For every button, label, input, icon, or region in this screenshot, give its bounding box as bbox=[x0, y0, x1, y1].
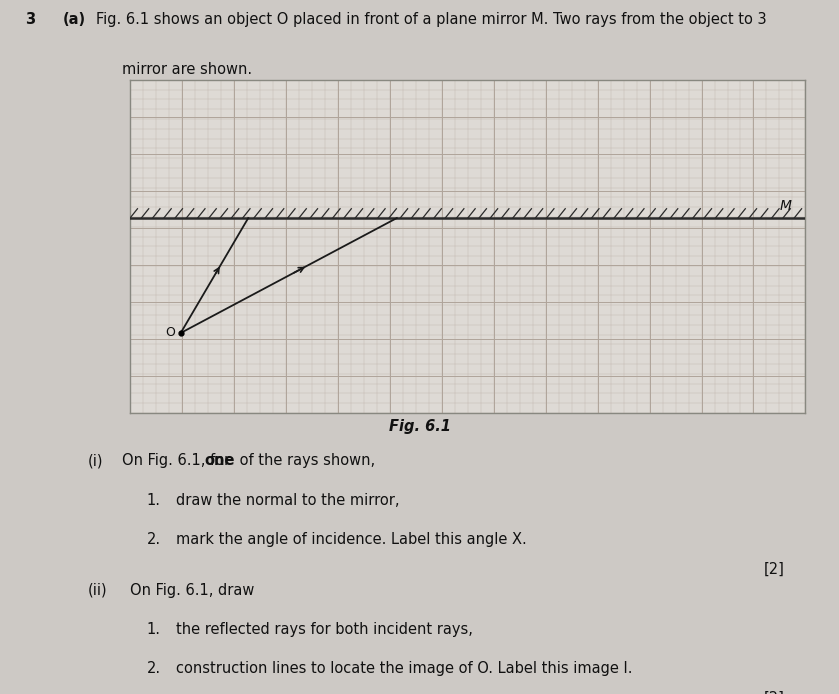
Text: Fig. 6.1: Fig. 6.1 bbox=[388, 419, 451, 434]
Text: [2]: [2] bbox=[763, 691, 784, 694]
Text: one: one bbox=[204, 453, 234, 468]
Text: 2.: 2. bbox=[147, 532, 161, 547]
Text: draw the normal to the mirror,: draw the normal to the mirror, bbox=[176, 493, 399, 507]
Text: 1.: 1. bbox=[147, 493, 161, 507]
Text: [2]: [2] bbox=[763, 561, 784, 576]
Text: O: O bbox=[165, 326, 175, 339]
Text: (ii): (ii) bbox=[88, 583, 107, 598]
Text: the reflected rays for both incident rays,: the reflected rays for both incident ray… bbox=[176, 623, 473, 637]
Text: Fig. 6.1 shows an object O placed in front of a plane mirror M. Two rays from th: Fig. 6.1 shows an object O placed in fro… bbox=[96, 12, 767, 28]
Text: On Fig. 6.1, draw: On Fig. 6.1, draw bbox=[130, 583, 254, 598]
Text: 1.: 1. bbox=[147, 623, 161, 637]
Text: mirror are shown.: mirror are shown. bbox=[122, 62, 252, 78]
Text: (a): (a) bbox=[63, 12, 86, 28]
Text: of the rays shown,: of the rays shown, bbox=[235, 453, 375, 468]
Text: M: M bbox=[779, 199, 792, 213]
Text: mark the angle of incidence. Label this angle X.: mark the angle of incidence. Label this … bbox=[176, 532, 527, 547]
Text: (i): (i) bbox=[88, 453, 103, 468]
Text: 2.: 2. bbox=[147, 661, 161, 677]
Text: On Fig. 6.1, for: On Fig. 6.1, for bbox=[122, 453, 234, 468]
Text: 3: 3 bbox=[25, 12, 35, 28]
Text: construction lines to locate the image of O. Label this image I.: construction lines to locate the image o… bbox=[176, 661, 633, 677]
